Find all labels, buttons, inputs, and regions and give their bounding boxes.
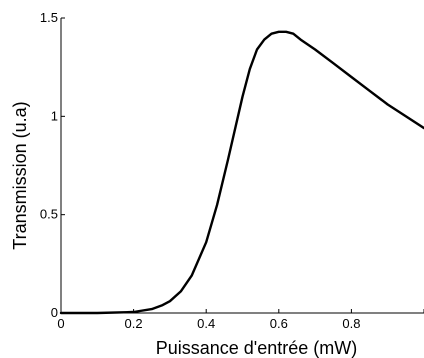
- x-axis-label: Puissance d'entrée (mW): [156, 338, 358, 358]
- y-tick-label: 1.5: [40, 10, 58, 25]
- y-tick-label: 1: [51, 108, 58, 123]
- y-tick-label: 0.5: [40, 207, 58, 222]
- x-tick-label: 0.6: [270, 316, 288, 331]
- x-tick-label: 0.2: [125, 316, 143, 331]
- x-tick-label: 0.4: [197, 316, 215, 331]
- axes: [60, 18, 424, 314]
- y-ticks: 0 0.5 1 1.5: [40, 10, 65, 320]
- y-tick-label: 0: [51, 305, 58, 320]
- x-tick-label: 0.8: [342, 316, 360, 331]
- x-tick-label: 0: [57, 316, 64, 331]
- y-axis-label: Transmission (u.a): [10, 101, 30, 249]
- x-ticks: 00.20.40.60.81: [57, 309, 424, 331]
- series-line-transmission: [59, 30, 424, 315]
